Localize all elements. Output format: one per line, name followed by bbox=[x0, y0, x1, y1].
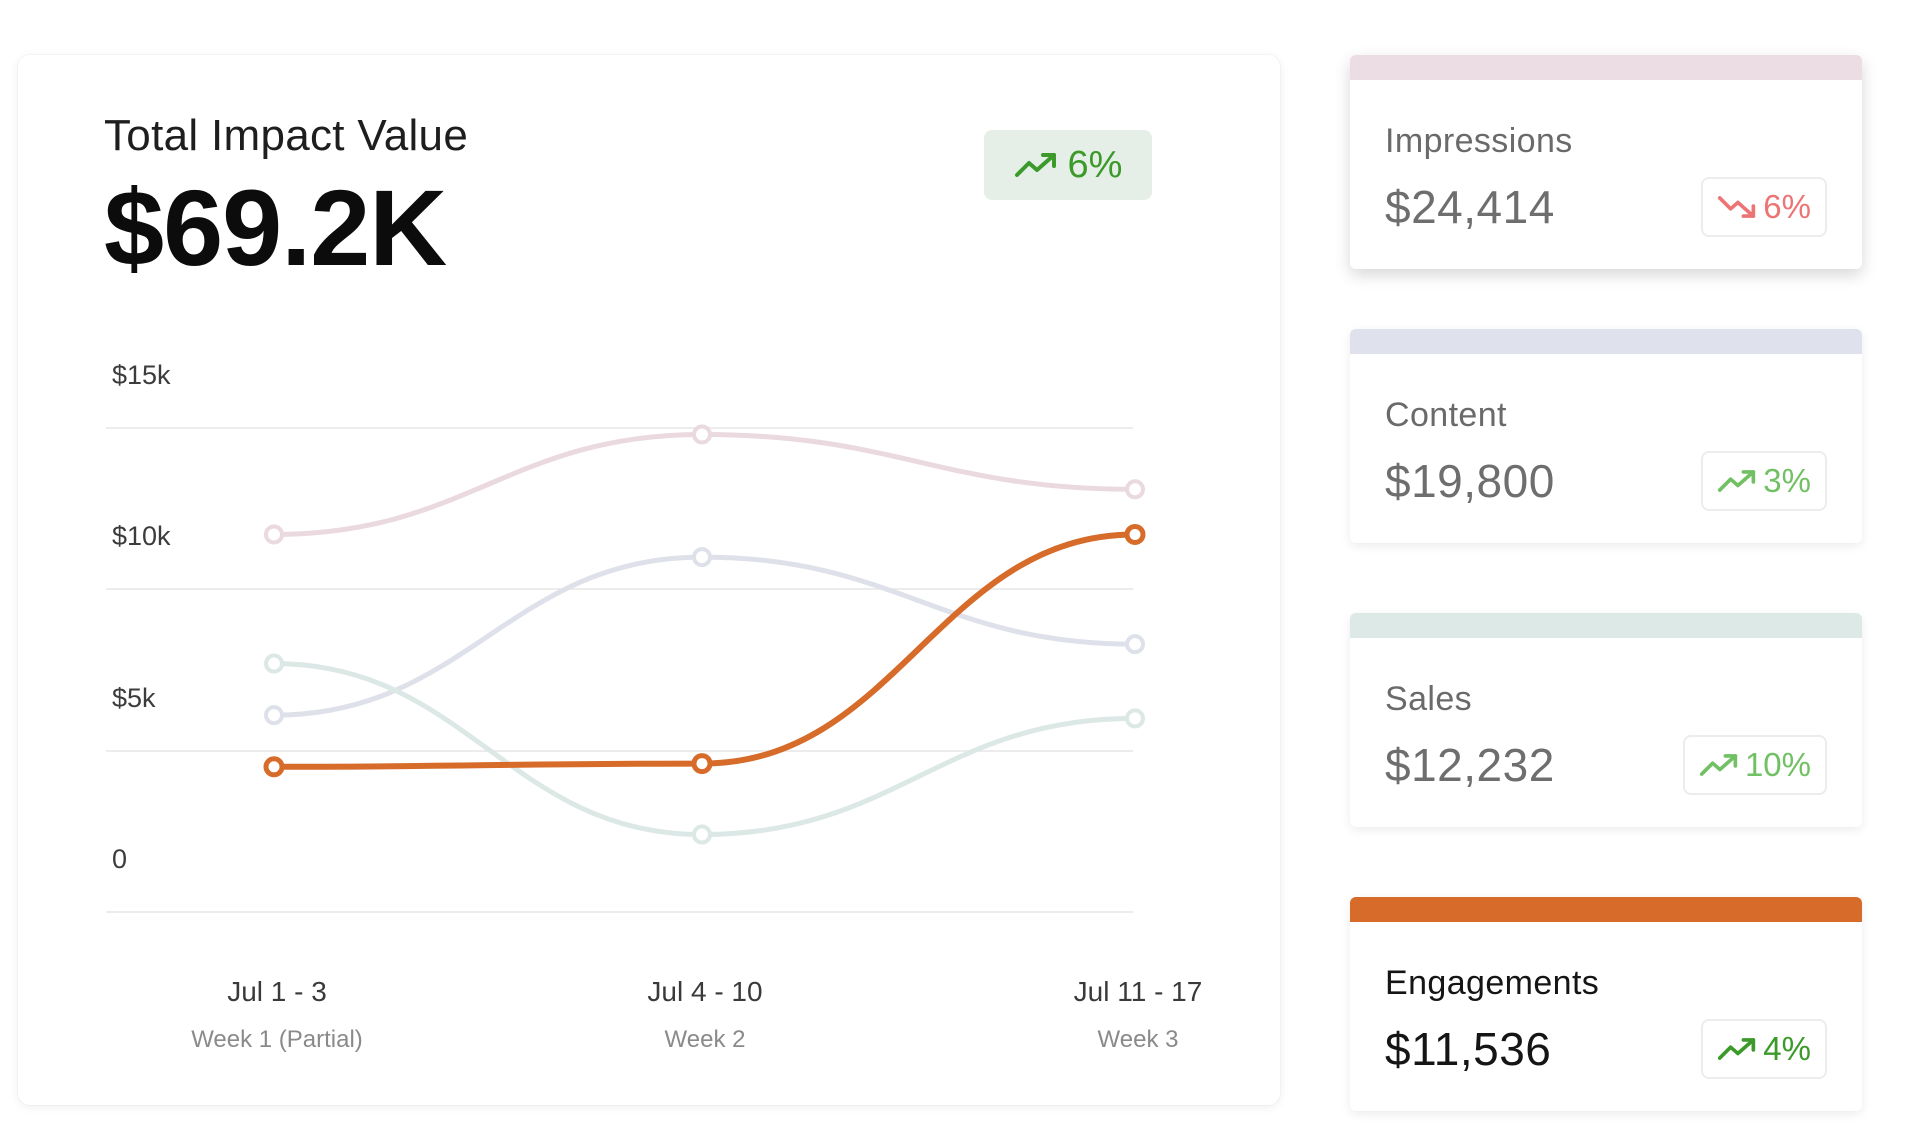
trend-down-icon bbox=[1718, 196, 1756, 218]
data-point-sales bbox=[692, 824, 712, 845]
metric-card-content[interactable]: Content $19,800 3% bbox=[1350, 329, 1862, 543]
y-tick-label: $5k bbox=[112, 683, 156, 713]
metric-trend-badge: 3% bbox=[1701, 451, 1827, 511]
series-line-engagements bbox=[271, 531, 1138, 770]
trend-up-icon bbox=[1014, 153, 1056, 177]
metric-label: Content bbox=[1385, 396, 1507, 434]
y-tick-label: $15k bbox=[112, 360, 171, 390]
metric-color-stripe bbox=[1350, 613, 1862, 638]
data-point-content bbox=[692, 547, 712, 568]
x-tick-label: Jul 11 - 17 bbox=[1074, 976, 1203, 1007]
series-sales bbox=[264, 653, 1145, 845]
metric-trend-badge: 4% bbox=[1701, 1019, 1827, 1079]
y-tick-label: $10k bbox=[112, 521, 171, 551]
series-engagements bbox=[263, 523, 1146, 778]
metric-value: $24,414 bbox=[1385, 181, 1555, 233]
metric-color-stripe bbox=[1350, 897, 1862, 922]
metric-card-impressions[interactable]: Impressions $24,414 6% bbox=[1350, 55, 1862, 269]
metric-color-stripe bbox=[1350, 55, 1862, 80]
chart-grid bbox=[106, 427, 1133, 913]
total-impact-value: $69.2K bbox=[104, 167, 447, 288]
metric-trend-badge: 6% bbox=[1701, 177, 1827, 237]
metric-card-sales[interactable]: Sales $12,232 10% bbox=[1350, 613, 1862, 827]
metric-trend-value: 6% bbox=[1763, 188, 1811, 225]
metric-value: $19,800 bbox=[1385, 455, 1555, 507]
x-tick-sublabel: Week 1 (Partial) bbox=[191, 1026, 363, 1053]
data-point-content bbox=[1125, 634, 1145, 655]
y-tick-label: 0 bbox=[112, 844, 127, 874]
data-point-engagements bbox=[691, 753, 713, 775]
metric-label: Impressions bbox=[1385, 122, 1573, 160]
series-content bbox=[264, 547, 1145, 726]
x-tick-sublabel: Week 3 bbox=[1098, 1026, 1179, 1053]
metric-value: $12,232 bbox=[1385, 739, 1555, 791]
data-point-impressions bbox=[1125, 479, 1145, 500]
x-tick-label: Jul 4 - 10 bbox=[647, 976, 762, 1007]
data-point-impressions bbox=[264, 524, 284, 545]
metric-trend-value: 10% bbox=[1744, 746, 1811, 783]
total-trend-value: 6% bbox=[1067, 143, 1123, 186]
x-tick-sublabel: Week 2 bbox=[665, 1026, 746, 1053]
trend-up-icon bbox=[1718, 1038, 1756, 1060]
metric-value: $11,536 bbox=[1385, 1023, 1552, 1075]
metric-label: Sales bbox=[1385, 680, 1473, 718]
trend-up-icon bbox=[1699, 754, 1738, 776]
metric-trend-value: 3% bbox=[1763, 462, 1811, 499]
metric-color-stripe bbox=[1350, 329, 1862, 354]
series-line-impressions bbox=[271, 431, 1138, 537]
metric-label: Engagements bbox=[1385, 964, 1600, 1002]
series-impressions bbox=[264, 424, 1145, 545]
data-point-engagements bbox=[263, 756, 285, 778]
metric-trend-value: 4% bbox=[1763, 1030, 1811, 1067]
metric-card-engagements[interactable]: Engagements $11,536 4% bbox=[1350, 897, 1862, 1111]
line-chart: $15k $10k $5k 0 Jul 1 - 3 Week 1 (Partial) Jul… bbox=[106, 360, 1203, 1053]
data-point-sales bbox=[264, 653, 284, 674]
card-title: Total Impact Value bbox=[104, 111, 469, 160]
metric-trend-badge: 10% bbox=[1682, 735, 1827, 795]
trend-up-icon bbox=[1718, 470, 1756, 492]
data-point-impressions bbox=[692, 424, 712, 445]
total-trend-badge: 6% bbox=[984, 130, 1152, 200]
data-point-sales bbox=[1125, 708, 1145, 729]
data-point-content bbox=[264, 705, 284, 726]
data-point-engagements bbox=[1124, 523, 1146, 545]
impact-chart-card: Total Impact Value $69.2K 6% $15k $10k $5k… bbox=[18, 55, 1280, 1105]
x-tick-label: Jul 1 - 3 bbox=[227, 976, 327, 1007]
